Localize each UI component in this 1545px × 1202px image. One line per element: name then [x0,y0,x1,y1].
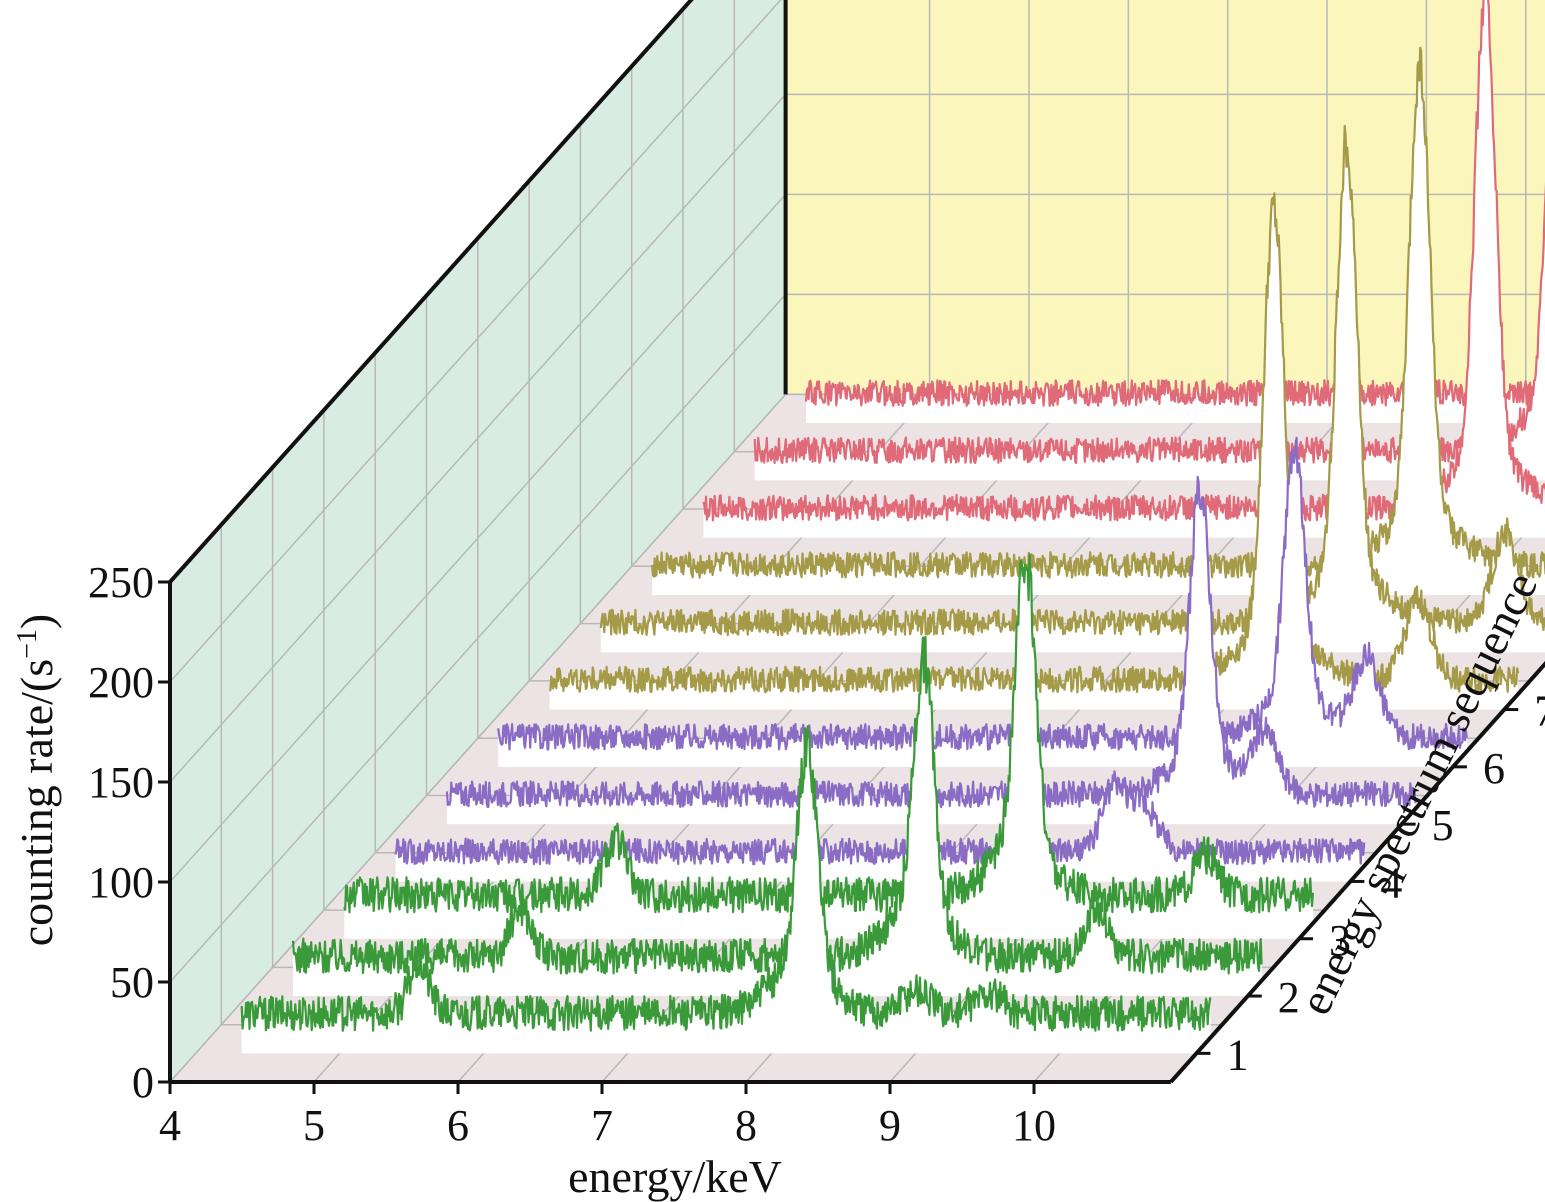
spectrum-fill-1 [241,726,1211,1054]
chart-frame [168,0,1545,1084]
y-tick-label: 100 [88,858,154,907]
y-tick-label: 0 [132,1058,154,1107]
x-tick-label: 7 [591,1101,613,1150]
spectra [240,0,1545,1054]
frame-edge [168,0,694,584]
x-tick-label: 9 [879,1101,901,1150]
spectrum-line-12 [804,377,1545,407]
x-tick-label: 10 [1012,1101,1056,1150]
spectrum-fill-3 [344,554,1314,939]
y-axis-title: counting rate/(s−1) [11,614,62,947]
z-tick-label: 3 [1329,916,1351,965]
floor-gridline [169,393,787,1083]
spectrum-line-9 [651,46,1545,579]
spectrum-fill-7 [549,193,1519,710]
z-tick-label: 2 [1278,973,1300,1022]
spectrum-line-10 [702,0,1545,522]
y-tick-label: 250 [88,558,154,607]
z-tick-label: 7 [1534,687,1545,736]
z-axis-line [1169,661,1545,1084]
z-tick-label: 4 [1380,858,1402,907]
x-tick-label: 4 [159,1101,181,1150]
z-tick-label: 6 [1483,744,1505,793]
y-tick-label: 200 [88,658,154,707]
z-tick-label: 5 [1432,801,1454,850]
spectrum-fill-10 [703,0,1545,538]
spectrum-fill-6 [498,437,1468,767]
y-tick-label: 50 [110,958,154,1007]
tick-labels: 45678910050100150200250123456789101112 [88,558,1545,1150]
spectrum-line-3 [343,553,1314,914]
spectrum-line-11 [753,181,1545,465]
spectrum-line-6 [497,436,1468,751]
x-axis-title: energy/keV [568,1151,782,1202]
x-tick-label: 5 [303,1101,325,1150]
z-tick-label: 1 [1226,1030,1248,1079]
spectrum-line-2 [291,635,1263,975]
y-tick-label: 150 [88,758,154,807]
x-tick-label: 8 [735,1101,757,1150]
x-tick-label: 6 [447,1101,469,1150]
spectrum-fill-8 [600,126,1545,653]
spectrum-line-8 [599,124,1545,637]
spectrum-line-1 [240,725,1212,1032]
